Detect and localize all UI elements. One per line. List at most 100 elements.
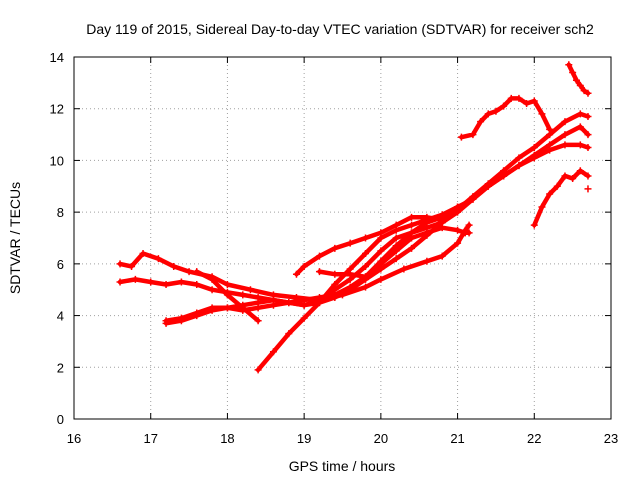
data-point bbox=[239, 304, 247, 312]
data-point bbox=[392, 234, 400, 242]
data-point bbox=[362, 283, 370, 291]
data-point bbox=[315, 299, 323, 307]
data-point bbox=[239, 291, 247, 299]
data-point bbox=[331, 293, 339, 301]
data-point bbox=[223, 304, 231, 312]
data-point bbox=[377, 247, 385, 255]
y-tick-label: 2 bbox=[57, 360, 64, 375]
data-point bbox=[546, 125, 554, 133]
plot-frame bbox=[73, 56, 612, 420]
data-point bbox=[377, 229, 385, 237]
data-point bbox=[392, 247, 400, 255]
data-series bbox=[116, 61, 592, 374]
data-point bbox=[538, 110, 546, 118]
data-point bbox=[392, 255, 400, 263]
series-track-6 bbox=[254, 203, 462, 374]
data-point bbox=[269, 301, 277, 309]
series-track-11 bbox=[565, 61, 592, 97]
data-point bbox=[162, 281, 170, 289]
data-point bbox=[569, 175, 577, 183]
chart-title: Day 119 of 2015, Sidereal Day-to-day VTE… bbox=[86, 21, 594, 37]
data-point bbox=[285, 299, 293, 307]
data-point bbox=[484, 110, 492, 118]
y-tick-label: 6 bbox=[57, 257, 64, 272]
data-point bbox=[553, 182, 561, 190]
data-point bbox=[408, 221, 416, 229]
data-point bbox=[576, 167, 584, 175]
data-point bbox=[423, 229, 431, 237]
series-line bbox=[255, 204, 460, 373]
series-line bbox=[163, 111, 591, 323]
data-point bbox=[254, 317, 262, 325]
data-point bbox=[193, 281, 201, 289]
axis-ticks: 16 17 18 19 20 21 22 23 0 2 4 6 8 10 12 14 bbox=[50, 50, 619, 446]
series-line bbox=[532, 168, 591, 228]
data-point bbox=[300, 262, 308, 270]
data-point bbox=[438, 252, 446, 260]
data-point bbox=[300, 301, 308, 309]
y-tick-label: 0 bbox=[57, 412, 64, 427]
data-point bbox=[454, 239, 462, 247]
data-point bbox=[530, 151, 538, 159]
data-point bbox=[465, 221, 473, 229]
data-point bbox=[170, 262, 178, 270]
data-point bbox=[208, 304, 216, 312]
data-point bbox=[492, 107, 500, 115]
series-track-7 bbox=[292, 213, 446, 278]
data-point bbox=[208, 275, 216, 283]
data-point bbox=[292, 270, 300, 278]
data-point bbox=[546, 141, 554, 149]
data-point bbox=[177, 278, 185, 286]
data-point bbox=[116, 260, 124, 268]
data-point bbox=[408, 234, 416, 242]
data-point bbox=[546, 190, 554, 198]
y-tick-label: 4 bbox=[57, 309, 64, 324]
data-point bbox=[484, 180, 492, 188]
data-point bbox=[331, 244, 339, 252]
data-point bbox=[193, 268, 201, 276]
data-point bbox=[584, 112, 592, 120]
data-point bbox=[362, 250, 370, 258]
data-point bbox=[300, 314, 308, 322]
data-point bbox=[131, 275, 139, 283]
data-point bbox=[576, 81, 584, 89]
data-point bbox=[377, 275, 385, 283]
data-point bbox=[331, 270, 339, 278]
series-track-10 bbox=[530, 167, 592, 229]
data-point bbox=[523, 100, 531, 108]
data-point bbox=[208, 286, 216, 294]
data-point bbox=[584, 172, 592, 180]
data-point bbox=[423, 213, 431, 221]
data-point bbox=[331, 281, 339, 289]
data-point bbox=[457, 133, 465, 141]
data-point bbox=[246, 286, 254, 294]
data-point bbox=[223, 291, 231, 299]
data-point bbox=[580, 87, 588, 95]
data-point bbox=[346, 239, 354, 247]
series-line bbox=[566, 62, 591, 96]
data-point bbox=[315, 268, 323, 276]
data-point bbox=[576, 141, 584, 149]
y-axis-label: SDTVAR / TECUs bbox=[7, 182, 23, 294]
data-point bbox=[561, 172, 569, 180]
data-point bbox=[572, 76, 580, 84]
data-point bbox=[193, 309, 201, 317]
data-point bbox=[362, 262, 370, 270]
data-point bbox=[584, 185, 592, 193]
data-point bbox=[530, 97, 538, 105]
data-point bbox=[561, 131, 569, 139]
y-tick-label: 8 bbox=[57, 205, 64, 220]
data-point bbox=[507, 94, 515, 102]
data-point bbox=[128, 262, 136, 270]
x-tick-label: 17 bbox=[143, 431, 157, 446]
series-track-8 bbox=[315, 224, 473, 281]
y-tick-label: 12 bbox=[50, 102, 64, 117]
data-point bbox=[438, 216, 446, 224]
data-point bbox=[177, 314, 185, 322]
data-point bbox=[515, 94, 523, 102]
data-point bbox=[254, 304, 262, 312]
data-point bbox=[500, 167, 508, 175]
data-point bbox=[515, 162, 523, 170]
data-point bbox=[377, 260, 385, 268]
